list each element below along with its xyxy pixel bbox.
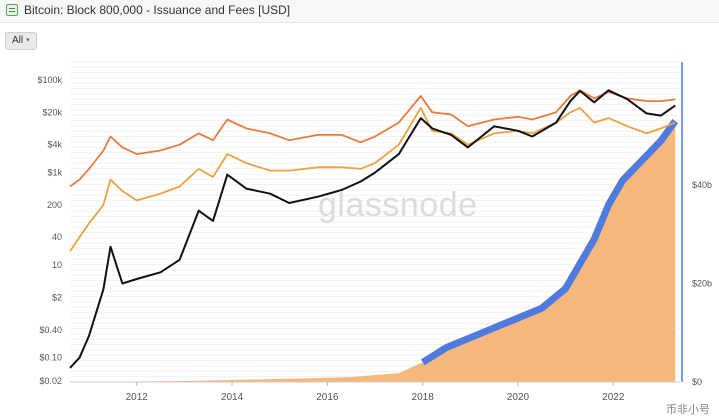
range-select-label: All (12, 35, 24, 46)
y-left-tick-label: $2 (52, 292, 62, 302)
chart-header: Bitcoin: Block 800,000 - Issuance and Fe… (0, 0, 719, 23)
y-right-tick-label: $40b (692, 180, 712, 190)
fees_usd-line (69, 107, 676, 252)
x-tick-label: 2020 (507, 392, 530, 403)
x-tick-label: 2018 (412, 392, 435, 403)
y-left-tick-label: $0.40 (39, 325, 62, 335)
x-tick-label: 2012 (126, 392, 149, 403)
y-left-tick-label: $1k (47, 168, 62, 178)
x-tick-label: 2022 (602, 392, 625, 403)
y-right-tick-label: $0 (692, 377, 702, 387)
y-left-tick-label: 10 (52, 260, 62, 270)
x-tick-label: 2014 (221, 392, 244, 403)
price-line (69, 89, 676, 369)
chart-title: Bitcoin: Block 800,000 - Issuance and Fe… (24, 3, 291, 17)
y-left-tick-label: 40 (52, 232, 62, 242)
chevron-down-icon: ▾ (26, 37, 30, 44)
chart-icon (6, 4, 18, 16)
x-tick-label: 2016 (316, 392, 339, 403)
y-right-tick-label: $20b (692, 279, 712, 289)
range-select-button[interactable]: All ▾ (5, 32, 37, 50)
y-left-tick-label: 200 (47, 200, 62, 210)
corner-logo: 币非小号 (663, 400, 713, 418)
cumulative-fees-band (420, 119, 679, 366)
y-left-tick-label: $20k (42, 107, 62, 117)
y-left-tick-label: $0.02 (39, 376, 62, 386)
y-left-tick-label: $4k (47, 140, 62, 150)
y-left-tick-label: $0.10 (39, 353, 62, 363)
y-left-tick-label: $100k (37, 75, 62, 85)
